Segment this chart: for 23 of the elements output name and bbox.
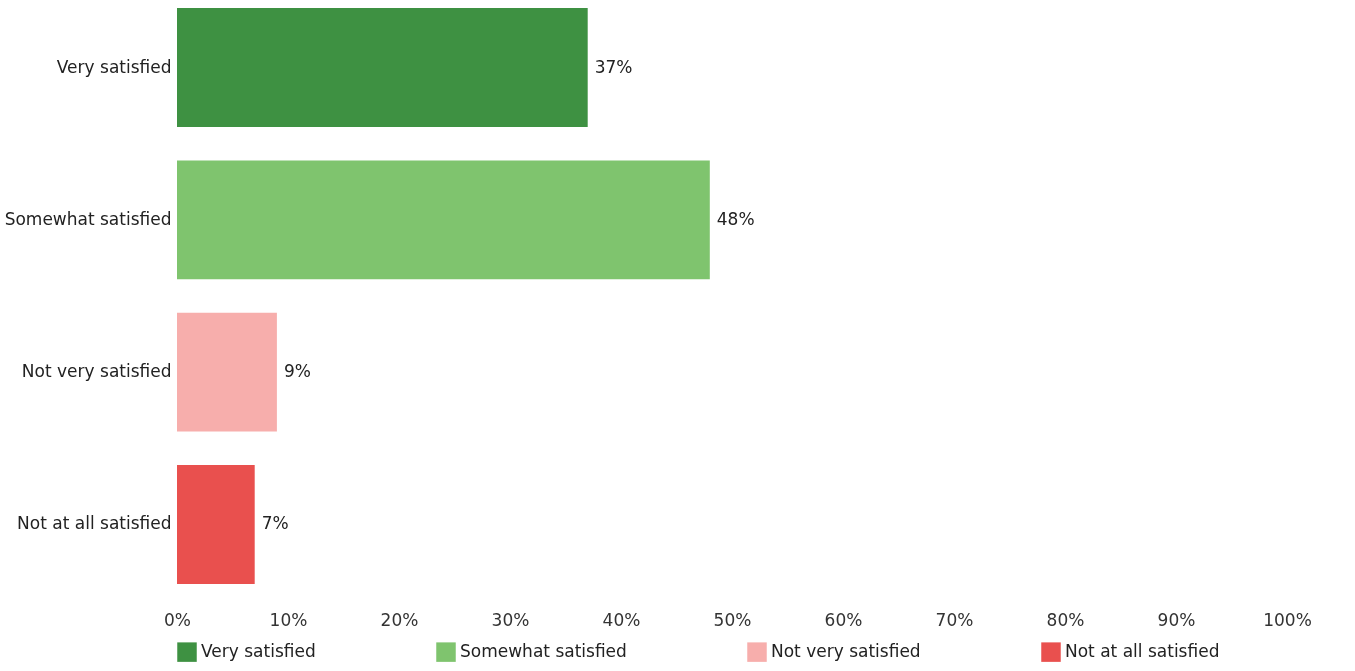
x-tick-label: 100% (1263, 609, 1312, 630)
y-tick-label: Not very satisfied (21, 361, 172, 382)
x-tick-label: 30% (491, 609, 530, 630)
y-tick-label: Somewhat satisfied (4, 208, 172, 229)
x-tick-label: 60% (824, 609, 863, 630)
x-tick-label: 10% (269, 609, 308, 630)
y-tick-label: Not at all satisfied (17, 513, 172, 534)
y-tick-label: Very satisfied (56, 56, 172, 77)
x-tick-label: 70% (935, 609, 974, 630)
data-label: 48% (716, 208, 755, 229)
legend-label: Somewhat satisfied (460, 641, 627, 662)
data-label: 37% (594, 56, 633, 77)
data-label: 9% (283, 361, 311, 382)
legend-label: Not very satisfied (771, 641, 921, 662)
x-tick-label: 0% (164, 609, 191, 630)
legend-label: Very satisfied (201, 641, 316, 662)
x-tick-label: 80% (1046, 609, 1085, 630)
data-label: 7% (261, 513, 289, 534)
x-tick-label: 50% (713, 609, 752, 630)
x-tick-label: 20% (380, 609, 419, 630)
x-tick-label: 90% (1157, 609, 1196, 630)
x-tick-label: 40% (602, 609, 641, 630)
legend-label: Not at all satisfied (1065, 641, 1220, 662)
